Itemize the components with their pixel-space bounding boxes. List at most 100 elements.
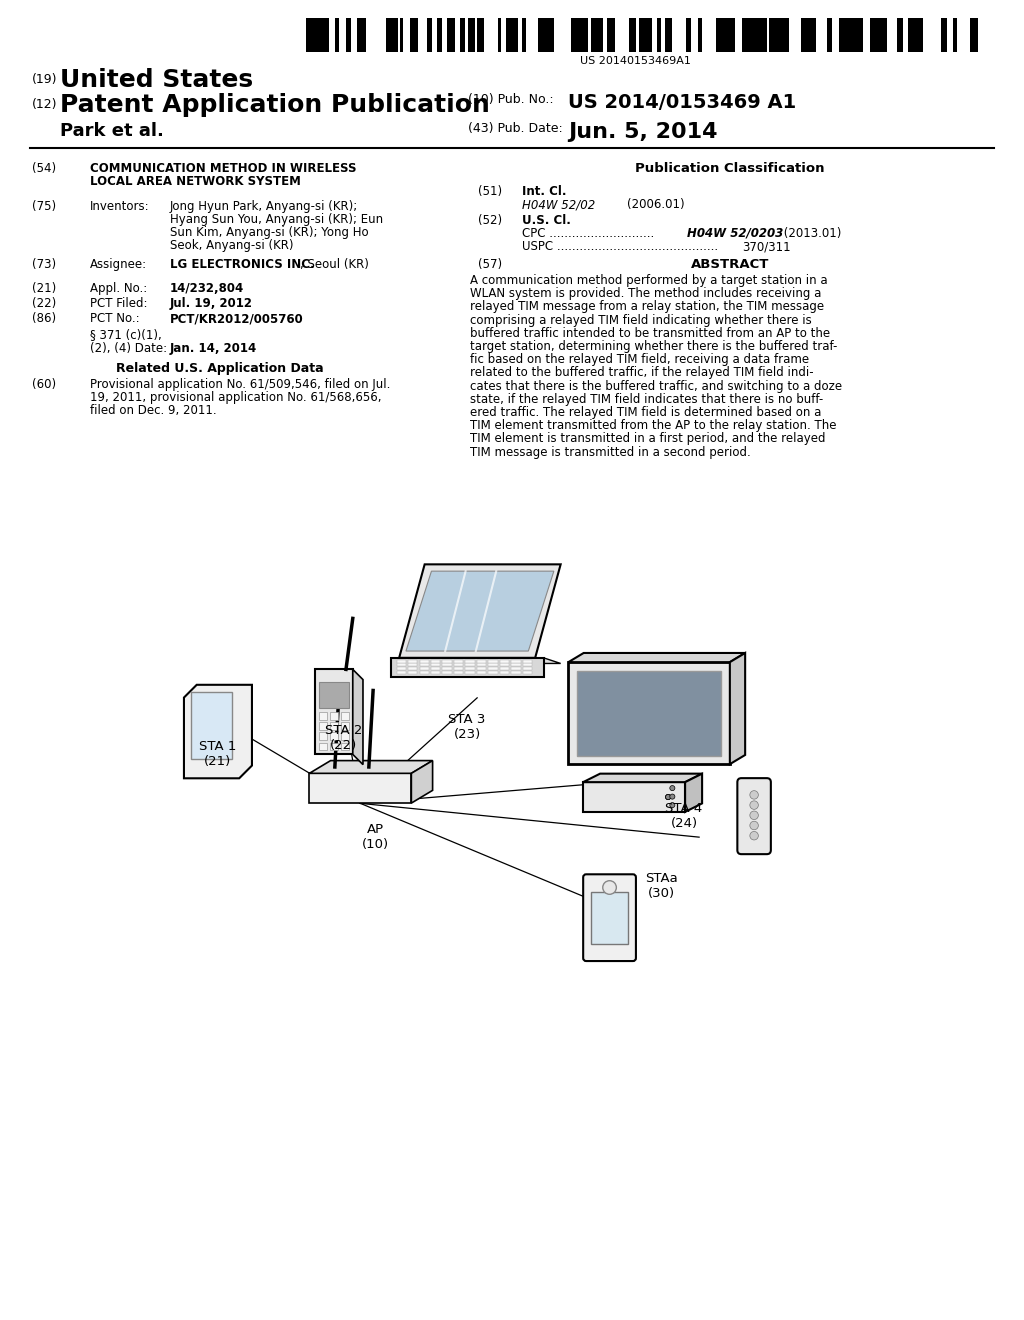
Bar xyxy=(511,667,520,671)
Text: PCT/KR2012/005760: PCT/KR2012/005760 xyxy=(170,312,304,325)
Polygon shape xyxy=(309,760,432,774)
Bar xyxy=(403,18,410,51)
Bar xyxy=(396,660,406,663)
Bar xyxy=(465,18,468,51)
Bar xyxy=(844,18,851,51)
Bar xyxy=(928,18,931,51)
Bar xyxy=(455,18,460,51)
Text: (22): (22) xyxy=(32,297,56,310)
Bar xyxy=(705,18,710,51)
Text: (10): (10) xyxy=(361,838,389,851)
Text: , Seoul (KR): , Seoul (KR) xyxy=(300,257,369,271)
Text: (2013.01): (2013.01) xyxy=(780,227,842,240)
Bar xyxy=(856,18,858,51)
Bar xyxy=(477,671,486,675)
Bar xyxy=(887,18,893,51)
Bar xyxy=(409,667,418,671)
Bar xyxy=(488,667,498,671)
Bar xyxy=(794,18,797,51)
Text: Seok, Anyang-si (KR): Seok, Anyang-si (KR) xyxy=(170,239,294,252)
Polygon shape xyxy=(184,685,252,779)
Bar xyxy=(662,18,665,51)
Bar xyxy=(591,18,596,51)
Text: 370/311: 370/311 xyxy=(742,240,791,253)
Polygon shape xyxy=(730,653,745,764)
Bar xyxy=(526,18,528,51)
Text: STA 4: STA 4 xyxy=(666,803,702,816)
Bar xyxy=(454,671,463,675)
Bar xyxy=(500,667,509,671)
Polygon shape xyxy=(583,774,702,783)
Text: (86): (86) xyxy=(32,312,56,325)
Bar xyxy=(330,711,338,719)
Text: (2), (4) Date:: (2), (4) Date: xyxy=(90,342,167,355)
Bar xyxy=(304,18,306,51)
Polygon shape xyxy=(406,572,554,651)
Bar xyxy=(523,671,532,675)
Bar xyxy=(710,18,716,51)
Text: state, if the relayed TIM field indicates that there is no buff-: state, if the relayed TIM field indicate… xyxy=(470,393,823,405)
Bar xyxy=(568,663,730,764)
Text: buffered traffic intended to be transmitted from an AP to the: buffered traffic intended to be transmit… xyxy=(470,327,830,339)
Bar xyxy=(490,18,496,51)
Bar xyxy=(639,18,646,51)
Bar xyxy=(454,667,463,671)
Bar xyxy=(484,18,490,51)
Text: (21): (21) xyxy=(32,282,56,294)
Bar xyxy=(396,664,406,667)
Bar xyxy=(318,682,348,708)
Bar xyxy=(190,692,232,759)
Polygon shape xyxy=(685,774,702,812)
Text: LG ELECTRONICS INC.: LG ELECTRONICS INC. xyxy=(170,257,314,271)
Bar xyxy=(976,18,978,51)
Circle shape xyxy=(750,791,759,799)
Bar xyxy=(500,664,509,667)
Bar xyxy=(780,18,786,51)
Bar xyxy=(538,18,542,51)
Bar xyxy=(735,18,742,51)
Bar xyxy=(392,18,398,51)
Bar xyxy=(934,18,941,51)
Bar xyxy=(931,18,934,51)
Text: Inventors:: Inventors: xyxy=(90,201,150,213)
Bar xyxy=(453,18,455,51)
Bar xyxy=(723,18,726,51)
Text: (54): (54) xyxy=(32,162,56,176)
Bar xyxy=(445,18,447,51)
FancyBboxPatch shape xyxy=(584,874,636,961)
Bar xyxy=(466,671,475,675)
Bar xyxy=(501,18,506,51)
Bar xyxy=(309,774,412,803)
Bar xyxy=(410,18,415,51)
Bar xyxy=(396,671,406,675)
Text: (30): (30) xyxy=(648,887,675,900)
Text: (57): (57) xyxy=(478,257,502,271)
Bar xyxy=(442,660,452,663)
Text: (73): (73) xyxy=(32,257,56,271)
Bar xyxy=(454,664,463,667)
Bar xyxy=(754,18,760,51)
Circle shape xyxy=(750,821,759,830)
Bar xyxy=(657,18,662,51)
Bar xyxy=(760,18,763,51)
Text: US 20140153469A1: US 20140153469A1 xyxy=(580,55,690,66)
Bar xyxy=(442,667,452,671)
Bar xyxy=(611,18,615,51)
Bar xyxy=(870,18,877,51)
Bar xyxy=(549,18,554,51)
Bar xyxy=(488,660,498,663)
Bar xyxy=(581,18,588,51)
Bar xyxy=(301,18,304,51)
Bar xyxy=(691,18,698,51)
Text: (75): (75) xyxy=(32,201,56,213)
Circle shape xyxy=(666,795,671,800)
Text: ered traffic. The relayed TIM field is determined based on a: ered traffic. The relayed TIM field is d… xyxy=(470,407,821,418)
Bar xyxy=(377,18,380,51)
Bar xyxy=(908,18,912,51)
Text: fic based on the relayed TIM field, receiving a data frame: fic based on the relayed TIM field, rece… xyxy=(470,354,809,366)
Bar xyxy=(801,18,804,51)
Bar xyxy=(679,18,686,51)
Bar xyxy=(877,18,883,51)
Bar xyxy=(978,18,985,51)
Bar xyxy=(432,18,437,51)
